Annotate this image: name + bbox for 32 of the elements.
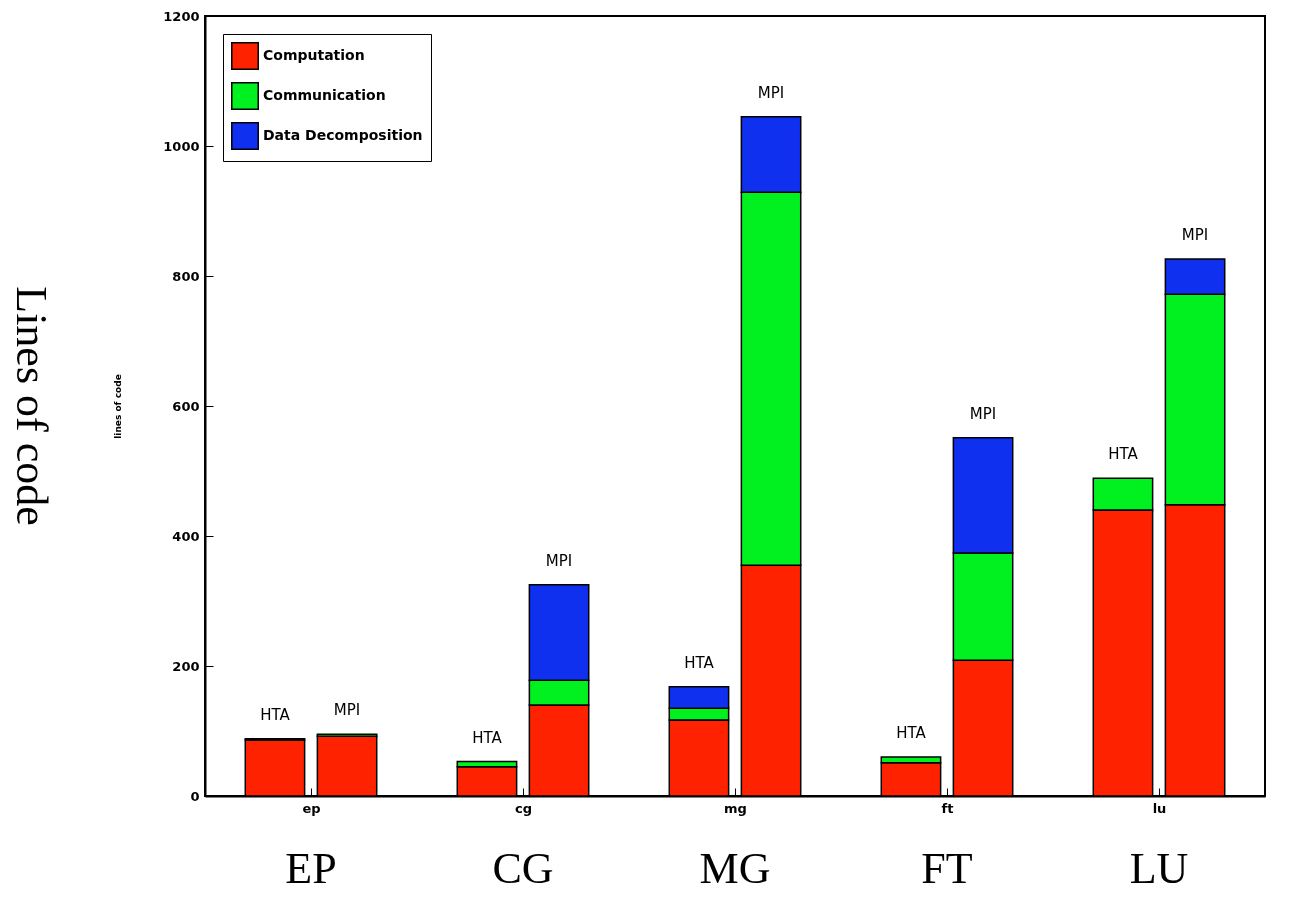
text: mg bbox=[724, 800, 747, 816]
y-tick-label: 400 bbox=[172, 528, 200, 544]
y-tick-label: 0 bbox=[190, 788, 200, 804]
x-tick-label: MPI bbox=[757, 83, 785, 102]
legend-label: Communication bbox=[263, 87, 386, 103]
y-tick-label: 1200 bbox=[163, 8, 200, 24]
x-tick-label: HTA bbox=[260, 705, 291, 724]
x-tick-label: MPI bbox=[969, 404, 997, 423]
legend-label: Data Decomposition bbox=[263, 127, 423, 143]
text: ep bbox=[302, 800, 321, 816]
text: ft bbox=[941, 800, 954, 816]
text: CG bbox=[492, 844, 554, 893]
text: cg bbox=[514, 800, 533, 816]
text: MG bbox=[699, 844, 771, 893]
text: Lines of code bbox=[7, 286, 56, 526]
x-tick-label: HTA bbox=[1108, 445, 1139, 464]
x-tick-label: MPI bbox=[1181, 226, 1209, 245]
x-tick-label: MPI bbox=[333, 701, 361, 720]
text: LU bbox=[1129, 844, 1189, 893]
y-tick-label: 800 bbox=[172, 268, 200, 284]
x-tick-label: HTA bbox=[472, 728, 503, 747]
legend-label: Computation bbox=[263, 47, 365, 63]
y-tick-label: 200 bbox=[172, 658, 200, 674]
text: lu bbox=[1152, 800, 1167, 816]
x-tick-label: HTA bbox=[684, 653, 715, 672]
y-axis-title: lines of code bbox=[113, 374, 124, 439]
y-tick-label: 1000 bbox=[163, 138, 200, 154]
text: EP bbox=[285, 844, 337, 893]
text: FT bbox=[921, 844, 973, 893]
x-tick-label: MPI bbox=[545, 551, 573, 570]
y-tick-label: 600 bbox=[172, 398, 200, 414]
x-tick-label: HTA bbox=[896, 724, 927, 742]
